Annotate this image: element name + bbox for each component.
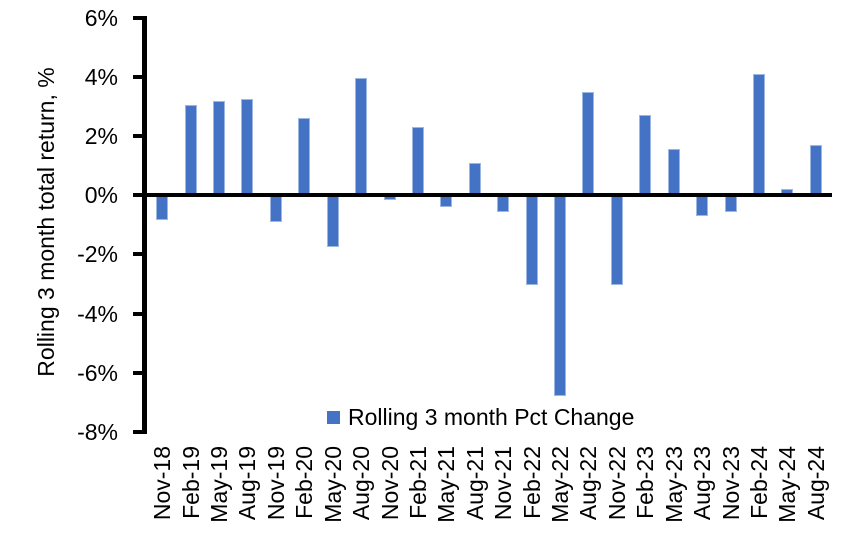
bar-Feb-24: [752, 74, 765, 196]
y-tick-label: 4%: [84, 64, 118, 91]
bar-Aug-19: [241, 99, 254, 196]
bar-Feb-23: [639, 115, 652, 196]
y-tick: [133, 15, 144, 20]
y-tick-label: -4%: [77, 300, 118, 327]
x-tick-label-May-20: May-20: [319, 446, 346, 523]
x-tick-label-Aug-24: Aug-24: [802, 446, 829, 521]
bar-Nov-19: [269, 195, 282, 222]
legend-label: Rolling 3 month Pct Change: [348, 404, 635, 430]
bar-Feb-22: [525, 195, 538, 286]
legend-swatch-icon: [327, 410, 340, 424]
x-tick-label-Nov-21: Nov-21: [490, 446, 517, 521]
y-tick: [133, 75, 144, 80]
y-axis-line: [142, 16, 147, 434]
x-tick-label-May-19: May-19: [206, 446, 233, 523]
y-axis-title: Rolling 3 month total return, %: [33, 67, 59, 377]
y-tick-label: -8%: [77, 418, 118, 445]
x-tick-label-Feb-22: Feb-22: [518, 446, 545, 519]
y-tick: [133, 370, 144, 375]
x-tick-label-Nov-18: Nov-18: [149, 446, 176, 521]
y-tick-label: 6%: [84, 4, 118, 31]
x-tick-label-Aug-21: Aug-21: [461, 446, 488, 521]
x-tick-label-May-21: May-21: [433, 446, 460, 523]
y-tick: [133, 311, 144, 316]
bar-Feb-20: [298, 118, 311, 196]
x-tick-label-Feb-24: Feb-24: [745, 446, 772, 519]
y-tick: [133, 429, 144, 434]
x-tick-label-Aug-22: Aug-22: [575, 446, 602, 521]
x-tick-label-May-22: May-22: [547, 446, 574, 523]
y-tick-label: 0%: [84, 182, 118, 209]
x-tick-label-Nov-19: Nov-19: [262, 446, 289, 521]
y-tick-label: -2%: [77, 241, 118, 268]
x-tick-label-Feb-21: Feb-21: [404, 446, 431, 519]
x-tick-label-Aug-23: Aug-23: [689, 446, 716, 521]
x-tick-label-Feb-23: Feb-23: [632, 446, 659, 519]
y-tick: [133, 252, 144, 257]
x-tick-label-Nov-22: Nov-22: [603, 446, 630, 521]
x-tick-label-Aug-20: Aug-20: [348, 446, 375, 521]
bar-Aug-21: [468, 162, 481, 196]
bar-Aug-24: [809, 145, 822, 196]
x-tick-label-May-23: May-23: [660, 446, 687, 523]
bar-Nov-21: [497, 195, 510, 212]
x-tick-label-Aug-19: Aug-19: [234, 446, 261, 521]
bar-Feb-19: [184, 105, 197, 196]
zero-line: [142, 193, 832, 198]
x-tick-label-Feb-20: Feb-20: [291, 446, 318, 519]
bar-Nov-22: [610, 195, 623, 286]
bar-Aug-22: [582, 91, 595, 196]
x-tick-label-May-24: May-24: [774, 446, 801, 523]
bar-May-20: [326, 195, 339, 248]
x-tick-label-Nov-20: Nov-20: [376, 446, 403, 521]
y-tick-label: -6%: [77, 359, 118, 386]
x-tick-label-Feb-19: Feb-19: [177, 446, 204, 519]
bar-May-19: [213, 100, 226, 196]
y-tick: [133, 134, 144, 139]
bar-Feb-21: [411, 127, 424, 196]
bar-May-22: [554, 195, 567, 397]
x-tick-label-Nov-23: Nov-23: [717, 446, 744, 521]
y-tick: [133, 193, 144, 198]
bar-Aug-20: [355, 77, 368, 196]
legend: Rolling 3 month Pct Change: [327, 404, 634, 430]
y-tick-label: 2%: [84, 123, 118, 150]
bar-Nov-23: [724, 195, 737, 212]
bar-May-23: [667, 149, 680, 196]
bar-Nov-18: [156, 195, 169, 221]
bar-Aug-23: [696, 195, 709, 216]
